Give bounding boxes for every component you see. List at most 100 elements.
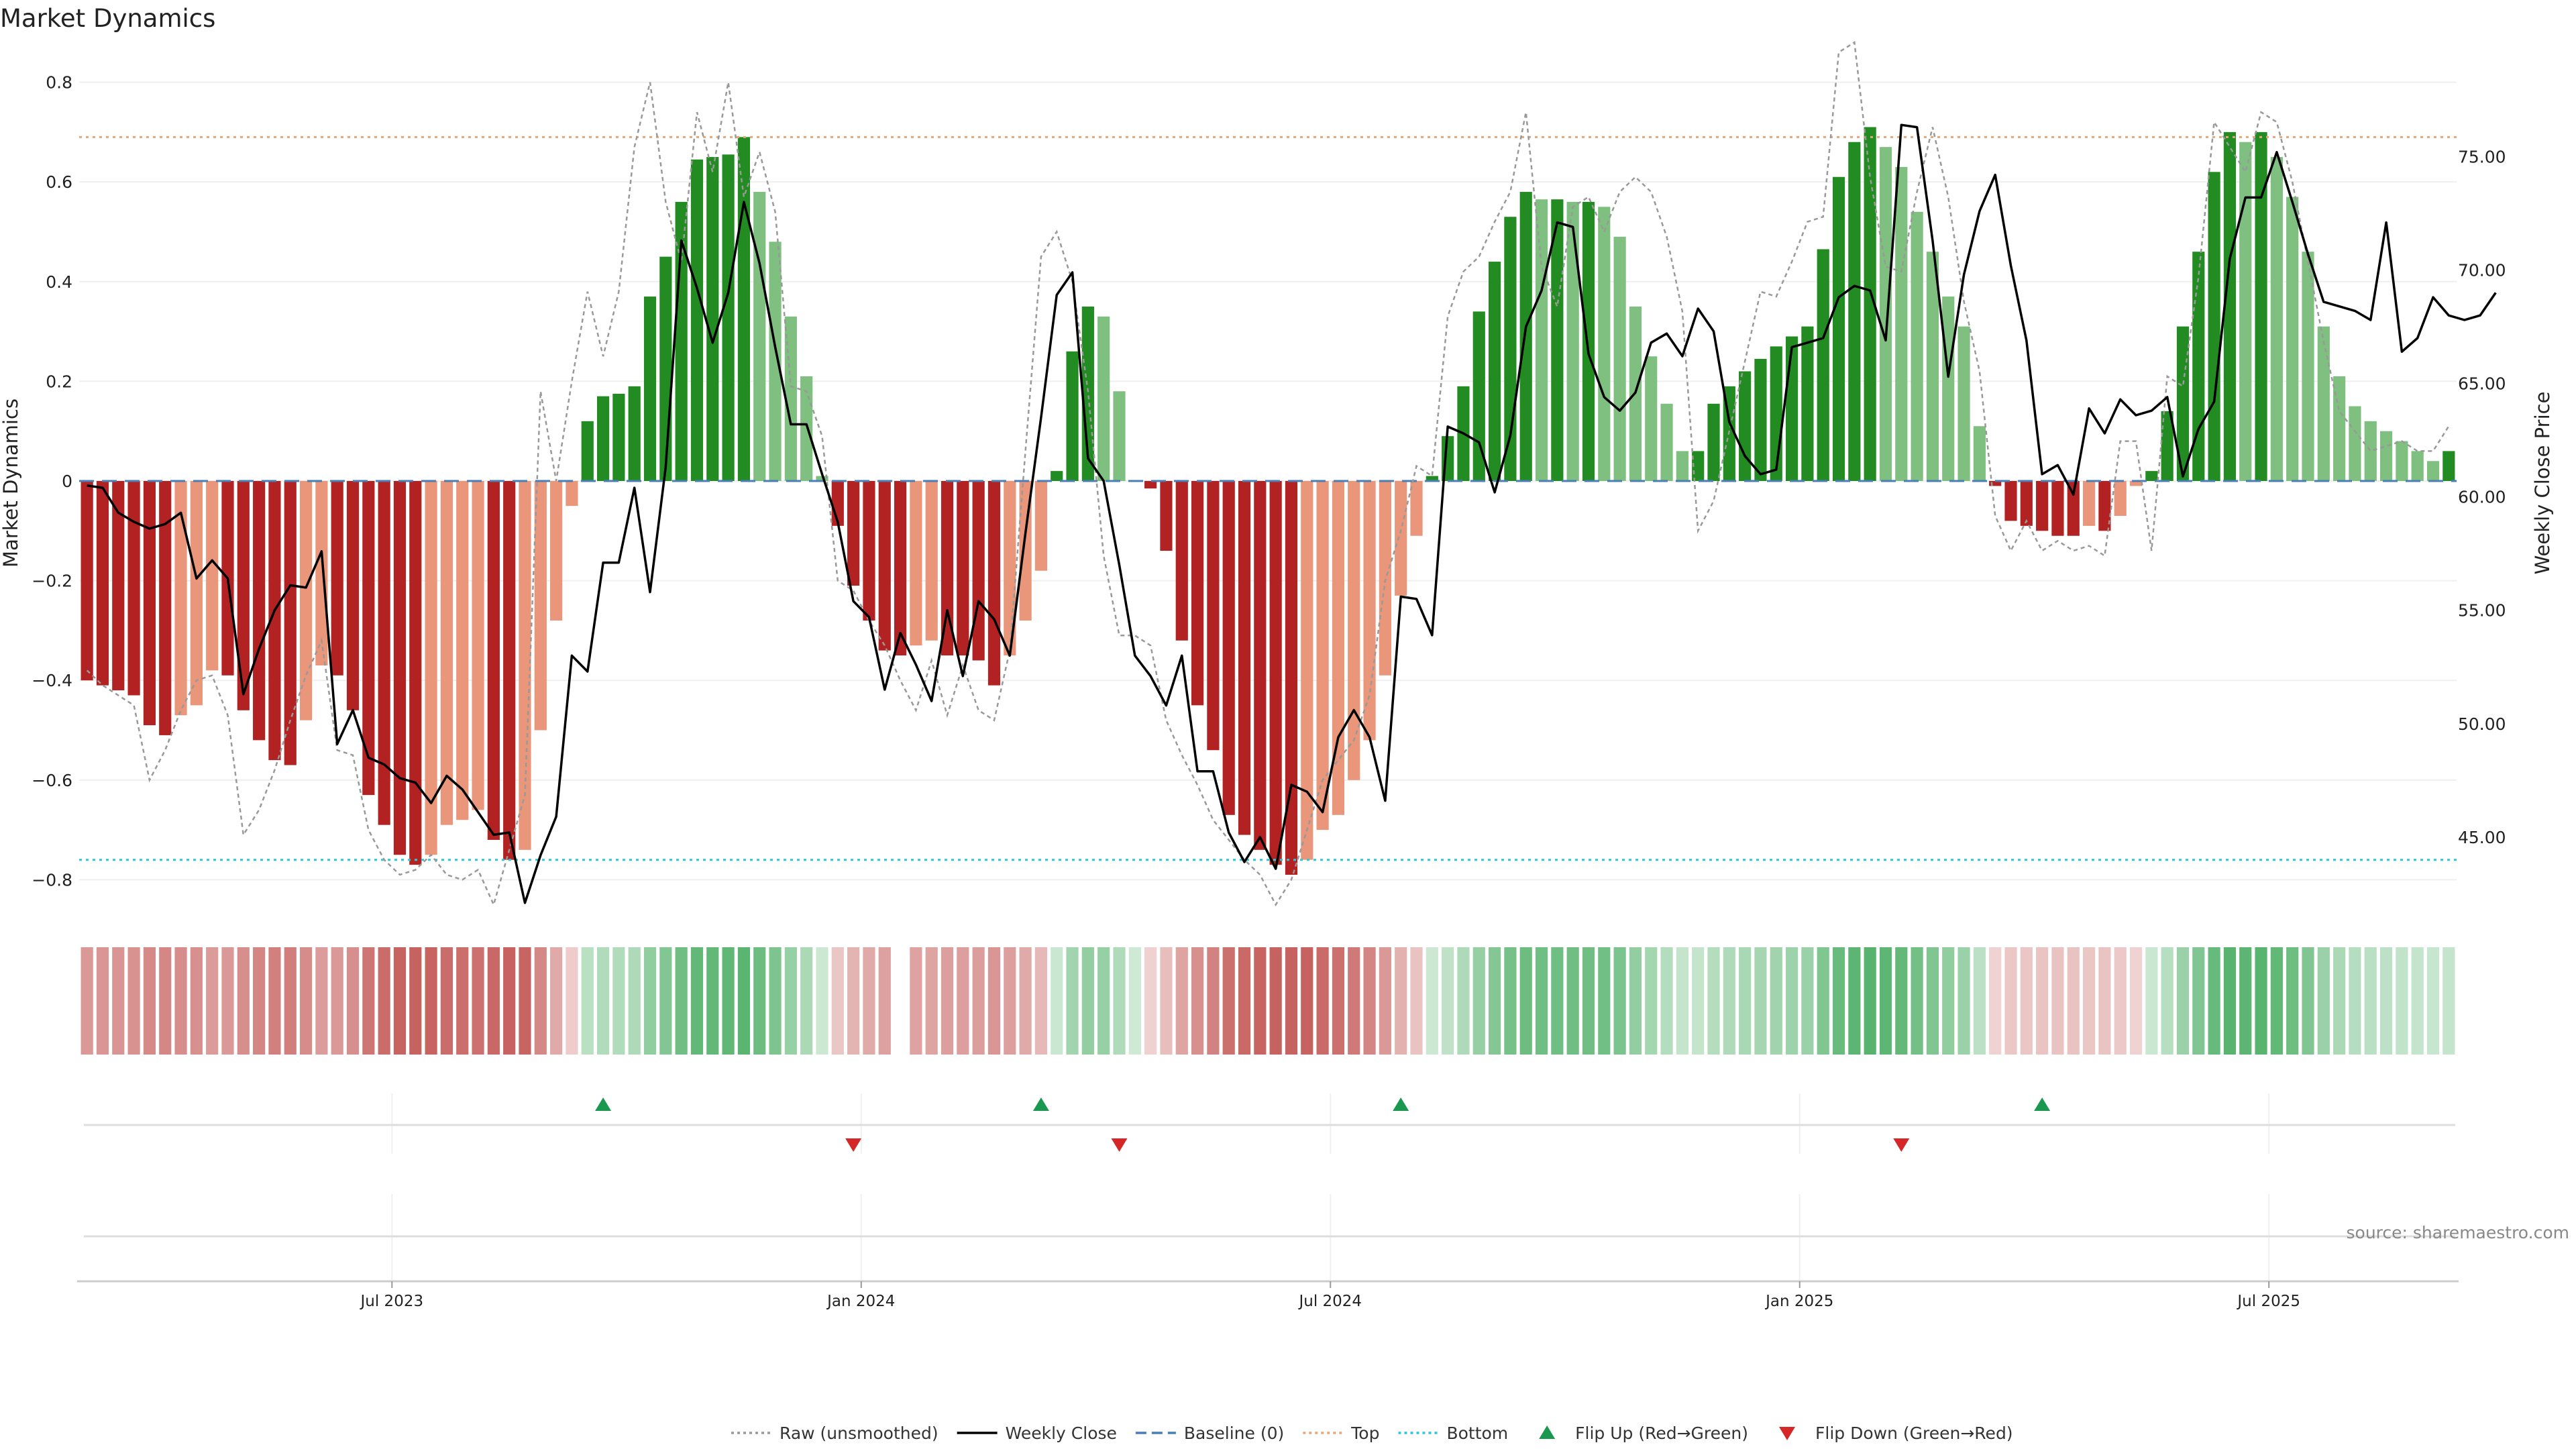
dynamics-bar [1285, 481, 1298, 875]
dynamics-bar [2333, 376, 2346, 481]
heat-cell [1785, 947, 1799, 1055]
heat-cell [503, 947, 516, 1055]
dynamics-bar [393, 481, 407, 855]
heat-cell [2270, 947, 2283, 1055]
heat-cell [1848, 947, 1861, 1055]
heat-cell [1426, 947, 1438, 1055]
heat-cell [1739, 947, 1752, 1055]
heat-cell [346, 947, 360, 1055]
dynamics-bar [1113, 391, 1126, 481]
heat-cell [362, 947, 375, 1055]
legend-label: Flip Up (Red→Green) [1575, 1424, 1748, 1443]
dynamics-bar [753, 192, 766, 481]
dynamics-bar [1175, 481, 1188, 641]
left-tick-label: 0.8 [46, 73, 72, 93]
left-tick-label: 0.4 [46, 272, 72, 292]
dynamics-bar [1238, 481, 1251, 835]
heat-cell [299, 947, 313, 1055]
dynamics-bar [659, 256, 672, 481]
dynamics-bar [331, 481, 343, 676]
heat-cell [987, 947, 1001, 1055]
heat-cell [675, 947, 688, 1055]
dynamics-bar [972, 481, 985, 661]
heat-cell [2379, 947, 2393, 1055]
heat-cell [2004, 947, 2017, 1055]
dynamics-bar [1801, 326, 1814, 481]
heat-cell [456, 947, 469, 1055]
dynamics-bar [2145, 471, 2158, 481]
dynamics-bar [1551, 199, 1564, 481]
heat-cell [1316, 947, 1329, 1055]
heat-cell [534, 947, 547, 1055]
left-axis-label: Market Dynamics [0, 398, 22, 568]
dynamics-bar [1316, 481, 1329, 830]
heat-cell [159, 947, 172, 1055]
heat-cell [1238, 947, 1251, 1055]
left-tick-label: −0.6 [32, 771, 72, 790]
heat-cell [1629, 947, 1642, 1055]
dynamics-bar [2317, 326, 2330, 481]
dynamics-bar [2004, 481, 2017, 521]
dynamics-bar [1692, 451, 1705, 481]
legend-item: Flip Up (Red→Green) [1539, 1424, 1748, 1443]
heat-cell [581, 947, 594, 1055]
dynamics-bar [2411, 451, 2424, 481]
dynamics-bar [174, 481, 187, 716]
dynamics-bar [1535, 199, 1548, 481]
dynamics-bar [2364, 421, 2377, 481]
right-tick-label: 50.00 [2458, 714, 2506, 734]
heat-cell [127, 947, 140, 1055]
dynamics-bar [925, 481, 938, 641]
heat-cell [2286, 947, 2299, 1055]
heat-cell [863, 947, 875, 1055]
heat-cell [2443, 947, 2455, 1055]
dynamics-bar [722, 154, 735, 481]
flip-up-marker [595, 1097, 612, 1111]
heat-cell [1363, 947, 1376, 1055]
heat-cell [1504, 947, 1517, 1055]
heat-cell [1645, 947, 1658, 1055]
heat-cell [1582, 947, 1595, 1055]
heat-cell [1895, 947, 1908, 1055]
dynamics-bar [2302, 252, 2314, 481]
dynamics-bar [1426, 476, 1438, 481]
legend-label: Weekly Close [1006, 1424, 1117, 1443]
heat-cell [2020, 947, 2033, 1055]
dynamics-bar [2020, 481, 2033, 526]
dynamics-bar [566, 481, 578, 506]
heat-cell [1207, 947, 1220, 1055]
dynamics-bar [2426, 461, 2440, 481]
heat-cell [1926, 947, 1939, 1055]
legend-item: Flip Down (Green→Red) [1779, 1424, 2013, 1443]
dynamics-bar [96, 481, 109, 686]
dynamics-bar [378, 481, 390, 825]
dynamics-bar [425, 481, 437, 855]
heat-cell [1864, 947, 1876, 1055]
heat-cell [1457, 947, 1470, 1055]
heat-cell [2411, 947, 2424, 1055]
heat-cell [1348, 947, 1360, 1055]
dynamics-bar [1144, 481, 1157, 489]
right-tick-label: 45.00 [2458, 828, 2506, 847]
dynamics-bar [472, 481, 484, 810]
heat-cell [2051, 947, 2064, 1055]
dynamics-bar [1488, 262, 1501, 481]
dynamics-bar [863, 481, 875, 621]
dynamics-bar [1598, 207, 1611, 481]
legend-label: Bottom [1446, 1424, 1508, 1443]
heat-cell [753, 947, 766, 1055]
x-tick-label: Jan 2025 [1764, 1293, 1833, 1310]
chart-title: Market Dynamics [0, 4, 215, 33]
left-tick-label: −0.4 [32, 671, 72, 690]
dynamics-bar [1942, 297, 1955, 481]
left-tick-label: −0.2 [32, 572, 72, 591]
dynamics-bar [550, 481, 563, 621]
dynamics-bar [1582, 201, 1595, 481]
dynamics-bar [440, 481, 453, 825]
heat-cell [1034, 947, 1048, 1055]
dynamics-bar [159, 481, 172, 735]
dynamics-bar [1957, 326, 1970, 481]
legend-item: Weekly Close [957, 1424, 1117, 1443]
x-tick-label: Jul 2025 [2236, 1293, 2300, 1310]
dynamics-bar [1472, 311, 1485, 481]
